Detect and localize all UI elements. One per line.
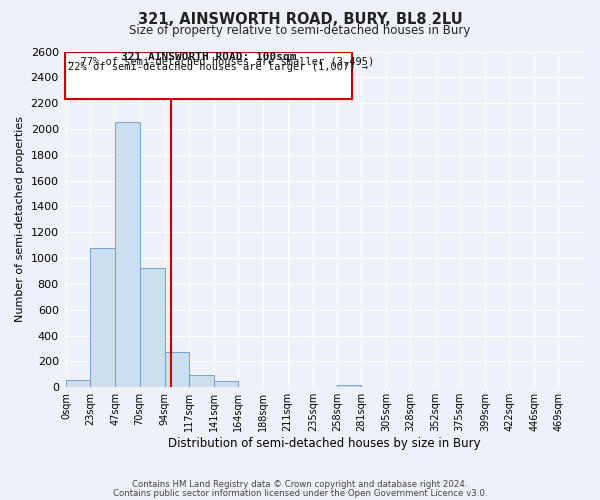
Bar [189,375,214,387]
Text: 321, AINSWORTH ROAD, BURY, BL8 2LU: 321, AINSWORTH ROAD, BURY, BL8 2LU [137,12,463,28]
Y-axis label: Number of semi-detached properties: Number of semi-detached properties [15,116,25,322]
Text: 22% of semi-detached houses are larger (1,007) →: 22% of semi-detached houses are larger (… [68,62,368,72]
Bar [165,352,189,387]
Bar [140,268,165,387]
Text: Contains HM Land Registry data © Crown copyright and database right 2024.: Contains HM Land Registry data © Crown c… [132,480,468,489]
Bar [65,52,352,98]
X-axis label: Distribution of semi-detached houses by size in Bury: Distribution of semi-detached houses by … [168,437,481,450]
Text: Size of property relative to semi-detached houses in Bury: Size of property relative to semi-detach… [130,24,470,37]
Bar [90,248,115,387]
Bar [337,384,361,387]
Bar [263,386,287,387]
Bar [238,386,263,387]
Bar [214,382,238,387]
Text: 321 AINSWORTH ROAD: 100sqm: 321 AINSWORTH ROAD: 100sqm [121,52,296,62]
Bar [115,122,140,387]
Text: Contains public sector information licensed under the Open Government Licence v3: Contains public sector information licen… [113,488,487,498]
Bar [66,380,90,387]
Text: ← 77% of semi-detached houses are smaller (3,495): ← 77% of semi-detached houses are smalle… [68,57,374,67]
